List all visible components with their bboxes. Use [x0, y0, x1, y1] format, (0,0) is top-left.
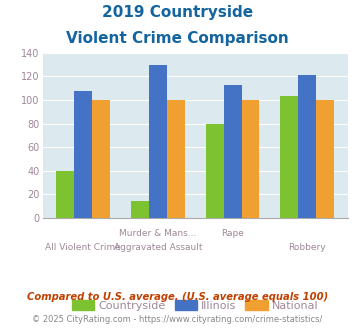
Bar — [149, 65, 167, 218]
Text: © 2025 CityRating.com - https://www.cityrating.com/crime-statistics/: © 2025 CityRating.com - https://www.city… — [32, 315, 323, 324]
Legend: Countryside, Illinois, National: Countryside, Illinois, National — [67, 296, 323, 315]
Text: Murder & Mans...: Murder & Mans... — [119, 229, 197, 238]
Text: Aggravated Assault: Aggravated Assault — [114, 244, 202, 252]
Text: Violent Crime Comparison: Violent Crime Comparison — [66, 31, 289, 46]
Bar — [298, 75, 316, 218]
Text: 2019 Countryside: 2019 Countryside — [102, 5, 253, 20]
Bar — [56, 171, 75, 218]
Bar — [92, 100, 110, 218]
Bar — [316, 100, 334, 218]
Bar — [75, 90, 92, 218]
Bar — [280, 96, 298, 218]
Bar — [241, 100, 260, 218]
Bar — [206, 123, 224, 218]
Bar — [131, 201, 149, 218]
Text: Robbery: Robbery — [288, 244, 326, 252]
Text: Rape: Rape — [221, 229, 244, 238]
Bar — [167, 100, 185, 218]
Bar — [224, 84, 241, 218]
Text: Compared to U.S. average. (U.S. average equals 100): Compared to U.S. average. (U.S. average … — [27, 292, 328, 302]
Text: All Violent Crime: All Violent Crime — [45, 244, 121, 252]
